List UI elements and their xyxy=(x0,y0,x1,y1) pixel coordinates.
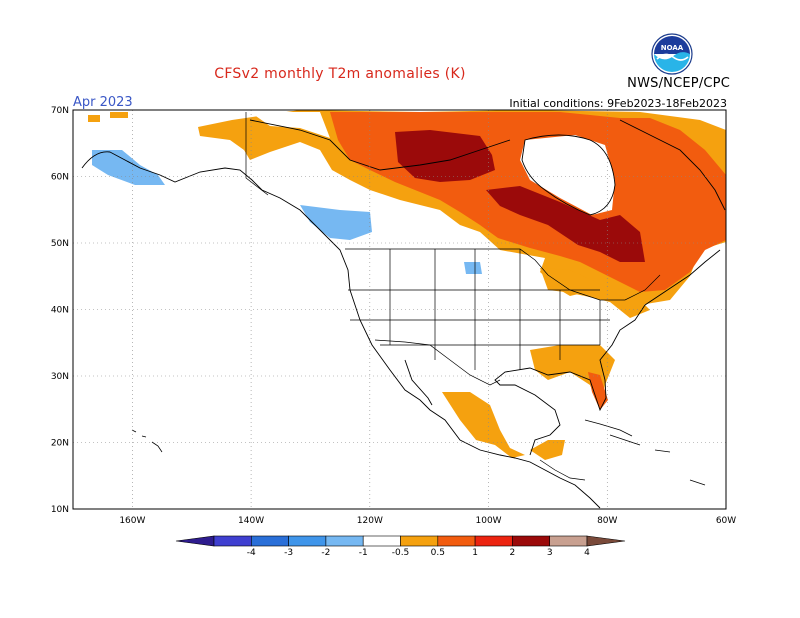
colorbar-segment xyxy=(325,535,364,547)
anomaly-region-plains-blue xyxy=(464,262,482,274)
longitude-tick-label: 160W xyxy=(119,516,145,526)
forecast-month-label: Apr 2023 xyxy=(73,95,133,110)
longitude-tick-label: 140W xyxy=(238,516,264,526)
colorbar-segment xyxy=(213,535,252,547)
longitude-tick-label: 60W xyxy=(716,516,736,526)
colorbar-label: 0.5 xyxy=(430,548,445,558)
colorbar-label: -4 xyxy=(246,548,256,558)
anomaly-region-mexico-orange xyxy=(442,392,525,458)
border-central-america xyxy=(539,459,586,481)
noaa-logo-text: NOAA xyxy=(661,44,684,52)
latitude-tick-label: 70N xyxy=(51,106,69,116)
latitude-tick-label: 10N xyxy=(51,505,69,515)
coastline-labrador xyxy=(619,119,726,211)
colorbar-segment xyxy=(549,535,588,547)
anomaly-region-yucatan-orange xyxy=(530,440,565,460)
caribbean-islands xyxy=(609,434,706,486)
longitude-tick-label: 120W xyxy=(357,516,383,526)
political-borders xyxy=(245,112,661,481)
initial-conditions-label: Initial conditions: 9Feb2023-18Feb2023 xyxy=(509,97,727,110)
border-alaska-canada xyxy=(245,112,269,196)
latitude-tick-label: 40N xyxy=(51,306,69,316)
colorbar-label: -2 xyxy=(321,548,331,558)
islands xyxy=(131,419,706,486)
anomaly-shading xyxy=(88,110,726,460)
map-frame xyxy=(72,109,727,510)
colorbar-segment xyxy=(400,535,439,547)
colorbar-label: -3 xyxy=(284,548,294,558)
colorbar-label: 4 xyxy=(584,548,590,558)
border-us-mexico xyxy=(374,339,501,386)
colorbar-segment xyxy=(251,535,289,547)
anomaly-region-florida-red xyxy=(588,372,608,410)
longitude-tick-label: 80W xyxy=(597,516,617,526)
latitude-tick-label: 30N xyxy=(51,372,69,382)
graticule xyxy=(73,110,726,509)
hudson-bay-neutral xyxy=(520,135,615,215)
latitude-tick-label: 60N xyxy=(51,173,69,183)
chart-title: CFSv2 monthly T2m anomalies (K) xyxy=(214,66,466,82)
colorbar-label: 1 xyxy=(472,548,478,558)
colorbar-label: 2 xyxy=(509,548,516,558)
colorbar-segment xyxy=(288,535,327,547)
coastlines xyxy=(81,119,726,509)
colorbar-segment xyxy=(474,535,513,547)
anomaly-region-alaska-blue xyxy=(92,150,165,185)
colorbar-segment xyxy=(586,535,626,547)
coastline-alaska xyxy=(81,151,601,509)
anomaly-region-canada-darkred xyxy=(395,130,495,182)
anomaly-region-alaska-orange xyxy=(88,115,100,122)
noaa-logo-icon: NOAA xyxy=(651,33,693,75)
colorbar-label: -1 xyxy=(358,548,368,558)
colorbar-segment xyxy=(175,535,215,547)
colorbar-label: -0.5 xyxy=(391,548,410,558)
arctic-neutral xyxy=(250,112,330,138)
anomaly-region-greatlakes-orange xyxy=(540,268,650,318)
anomaly-region-bc-blue xyxy=(300,205,372,240)
colorbar-label: 3 xyxy=(546,548,553,558)
longitude-tick-label: 100W xyxy=(476,516,502,526)
latitude-tick-label: 50N xyxy=(51,239,69,249)
anomaly-region-alaska-orange-2 xyxy=(110,112,128,118)
colorbar xyxy=(175,535,626,547)
coastline-hudson-bay xyxy=(521,134,616,216)
latitude-tick-label: 20N xyxy=(51,439,69,449)
coastline-baja xyxy=(404,359,433,406)
cuba xyxy=(584,419,633,437)
agency-label: NWS/NCEP/CPC xyxy=(627,76,730,91)
colorbar-segment xyxy=(512,535,551,547)
coastline-gulf xyxy=(494,249,721,456)
coastline-arctic xyxy=(249,119,511,171)
colorbar-segment xyxy=(362,535,401,547)
colorbar-segment xyxy=(437,535,476,547)
axis-tick-labels: 10N 20N 30N 40N 50N 60N 70N 160W 140W 120W 100W 80W… xyxy=(51,106,736,526)
hawaii-islands xyxy=(131,429,163,453)
